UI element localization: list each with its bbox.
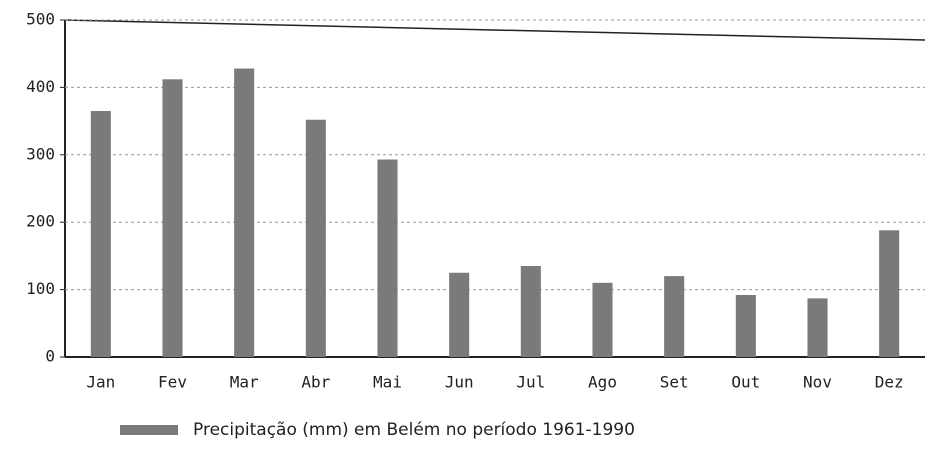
bar xyxy=(449,272,470,357)
x-tick-label: Ago xyxy=(588,373,617,392)
x-tick-label: Jan xyxy=(86,373,115,392)
x-tick-label: Mai xyxy=(373,373,402,392)
y-tick-label: 300 xyxy=(26,144,55,163)
bar xyxy=(162,79,183,357)
x-tick-label: Fev xyxy=(158,373,187,392)
y-tick-label: 100 xyxy=(26,279,55,298)
y-tick-label: 500 xyxy=(26,10,55,29)
y-tick-label: 400 xyxy=(26,77,55,96)
y-tick-label: 0 xyxy=(45,347,55,366)
legend-label: Precipitação (mm) em Belém no período 19… xyxy=(193,420,635,440)
x-tick-label: Dez xyxy=(875,373,904,392)
x-tick-label: Mar xyxy=(230,373,259,392)
bar xyxy=(807,298,828,357)
y-tick-label: 200 xyxy=(26,212,55,231)
plot-top-border xyxy=(64,19,926,41)
bar xyxy=(377,159,398,357)
bar xyxy=(592,282,613,357)
x-tick-label: Out xyxy=(731,373,760,392)
bar xyxy=(520,266,541,357)
bar xyxy=(90,110,111,358)
bar xyxy=(234,68,255,357)
x-tick-label: Set xyxy=(660,373,689,392)
x-tick-label: Abr xyxy=(301,373,330,392)
bar xyxy=(305,119,326,357)
legend-swatch xyxy=(120,425,178,435)
bar xyxy=(664,276,685,357)
x-tick-label: Jun xyxy=(445,373,474,392)
bar xyxy=(879,230,900,357)
x-tick-label: Nov xyxy=(803,373,832,392)
bar xyxy=(735,294,756,357)
x-tick-label: Jul xyxy=(516,373,545,392)
